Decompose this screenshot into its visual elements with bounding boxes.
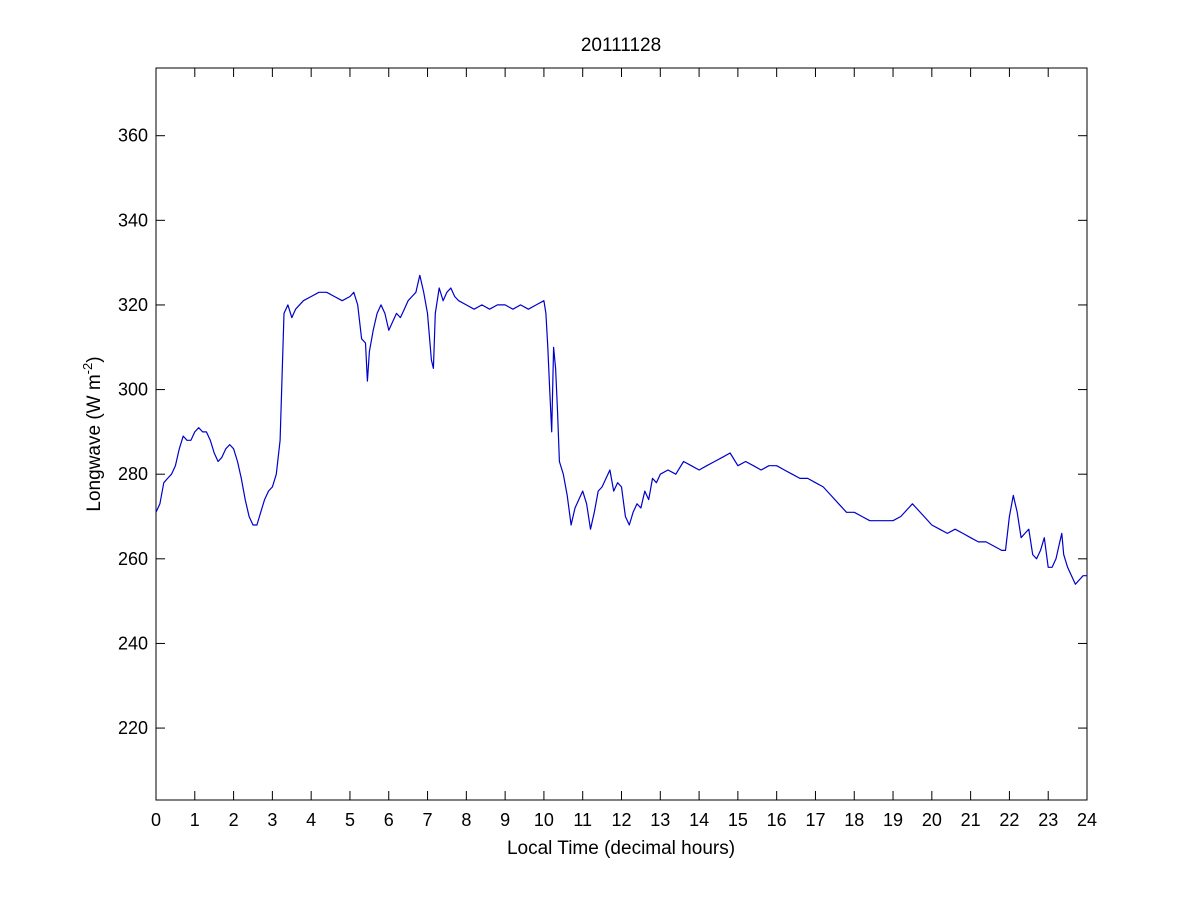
x-tick-label-15: 15 — [728, 810, 748, 830]
x-tick-label-24: 24 — [1077, 810, 1097, 830]
y-tick-label-240: 240 — [118, 633, 148, 653]
x-tick-label-12: 12 — [611, 810, 631, 830]
x-tick-label-13: 13 — [650, 810, 670, 830]
x-tick-label-17: 17 — [805, 810, 825, 830]
x-tick-label-8: 8 — [461, 810, 471, 830]
x-tick-label-6: 6 — [384, 810, 394, 830]
x-tick-label-20: 20 — [922, 810, 942, 830]
x-axis-ticks: 0 1 2 3 4 5 6 7 8 9 10 11 12 13 14 15 16 17 18 19 20 21 22 23 24 — [151, 68, 1097, 830]
x-tick-label-1: 1 — [190, 810, 200, 830]
longwave-series-line — [155, 274, 1087, 585]
x-tick-label-10: 10 — [534, 810, 554, 830]
y-axis-label-suffix: ) — [84, 356, 105, 362]
y-axis-ticks: 220 240 260 280 300 320 340 360 — [118, 126, 1087, 738]
x-tick-label-11: 11 — [573, 810, 592, 830]
x-tick-label-16: 16 — [767, 810, 787, 830]
x-tick-label-2: 2 — [229, 810, 239, 830]
x-tick-label-0: 0 — [151, 810, 161, 830]
x-tick-label-7: 7 — [423, 810, 433, 830]
x-tick-label-18: 18 — [844, 810, 864, 830]
y-tick-label-300: 300 — [118, 380, 148, 400]
x-tick-label-3: 3 — [267, 810, 277, 830]
y-axis-label-superscript: -2 — [80, 363, 95, 375]
x-tick-label-23: 23 — [1038, 810, 1058, 830]
y-tick-label-260: 260 — [118, 549, 148, 569]
plot-frame — [155, 67, 1088, 801]
y-tick-label-360: 360 — [118, 126, 148, 146]
x-tick-label-19: 19 — [883, 810, 903, 830]
y-tick-label-220: 220 — [118, 718, 148, 738]
chart-title: 20111128 — [581, 35, 661, 56]
y-axis-label: Longwave (W m-2) — [80, 356, 105, 511]
x-tick-label-4: 4 — [306, 810, 316, 830]
x-tick-label-22: 22 — [999, 810, 1019, 830]
x-tick-label-21: 21 — [961, 810, 981, 830]
y-tick-label-280: 280 — [118, 464, 148, 484]
y-axis-label-main: Longwave (W m — [84, 374, 105, 511]
x-tick-label-5: 5 — [345, 810, 355, 830]
x-tick-label-14: 14 — [689, 810, 709, 830]
x-tick-label-9: 9 — [500, 810, 510, 830]
y-tick-label-320: 320 — [118, 295, 148, 315]
y-tick-label-340: 340 — [118, 210, 148, 230]
x-axis-label: Local Time (decimal hours) — [507, 838, 735, 859]
